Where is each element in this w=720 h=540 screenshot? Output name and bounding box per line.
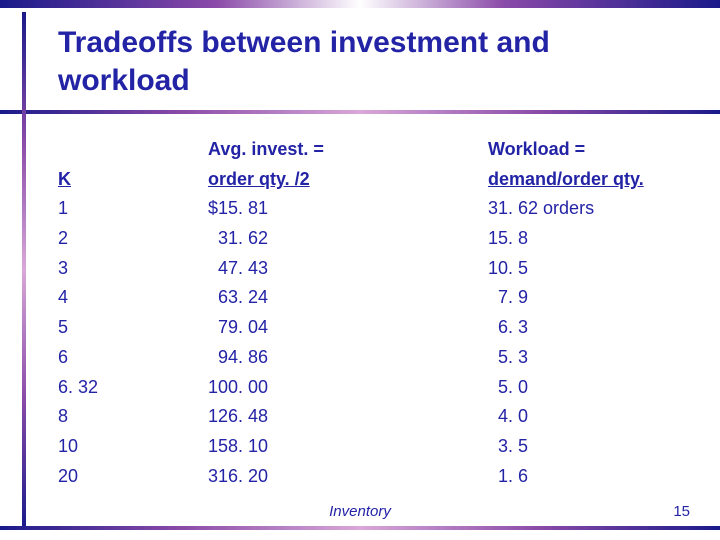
table-header-row-2: K order qty. /2 demand/order qty. (58, 165, 680, 195)
cell-workload: 31. 62 orders (488, 194, 680, 224)
header-invest-line2: order qty. /2 (208, 165, 488, 195)
cell-workload: 3. 5 (488, 432, 680, 462)
cell-k: 1 (58, 194, 208, 224)
table-header-row-1: Avg. invest. = Workload = (58, 135, 680, 165)
table-row: 5 79. 04 6. 3 (58, 313, 680, 343)
cell-k: 6. 32 (58, 373, 208, 403)
header-k: K (58, 165, 208, 195)
table-row: 6. 32100. 00 5. 0 (58, 373, 680, 403)
cell-workload: 4. 0 (488, 402, 680, 432)
cell-k: 6 (58, 343, 208, 373)
table-body: 1$15. 8131. 62 orders2 31. 6215. 83 47. … (58, 194, 680, 491)
cell-workload: 7. 9 (488, 283, 680, 313)
cell-k: 8 (58, 402, 208, 432)
cell-k: 2 (58, 224, 208, 254)
cell-invest: 47. 43 (208, 254, 488, 284)
table-row: 1$15. 8131. 62 orders (58, 194, 680, 224)
cell-invest: 94. 86 (208, 343, 488, 373)
table-row: 2 31. 6215. 8 (58, 224, 680, 254)
table-content: Avg. invest. = Workload = K order qty. /… (58, 135, 680, 491)
header-work-line2: demand/order qty. (488, 165, 680, 195)
table-row: 4 63. 24 7. 9 (58, 283, 680, 313)
cell-invest: 158. 10 (208, 432, 488, 462)
cell-k: 3 (58, 254, 208, 284)
cell-k: 5 (58, 313, 208, 343)
cell-workload: 6. 3 (488, 313, 680, 343)
cell-invest: 63. 24 (208, 283, 488, 313)
cell-workload: 1. 6 (488, 462, 680, 492)
cell-invest: 31. 62 (208, 224, 488, 254)
cell-workload: 10. 5 (488, 254, 680, 284)
table-row: 8126. 48 4. 0 (58, 402, 680, 432)
cell-workload: 5. 3 (488, 343, 680, 373)
bottom-gradient-bar (0, 526, 720, 530)
page-number: 15 (673, 503, 690, 520)
cell-invest: $15. 81 (208, 194, 488, 224)
title-underline-bar (0, 110, 720, 114)
table-row: 6 94. 86 5. 3 (58, 343, 680, 373)
header-invest-line1: Avg. invest. = (208, 135, 488, 165)
cell-k: 10 (58, 432, 208, 462)
cell-workload: 15. 8 (488, 224, 680, 254)
left-gradient-bar (22, 12, 26, 528)
cell-invest: 316. 20 (208, 462, 488, 492)
table-row: 20316. 20 1. 6 (58, 462, 680, 492)
cell-k: 20 (58, 462, 208, 492)
slide-title: Tradeoffs between investment and workloa… (58, 24, 680, 99)
cell-invest: 126. 48 (208, 402, 488, 432)
table-row: 10158. 10 3. 5 (58, 432, 680, 462)
header-work-line1: Workload = (488, 135, 680, 165)
top-gradient-bar (0, 0, 720, 8)
cell-invest: 79. 04 (208, 313, 488, 343)
footer-label: Inventory (0, 503, 720, 520)
table-row: 3 47. 4310. 5 (58, 254, 680, 284)
cell-invest: 100. 00 (208, 373, 488, 403)
cell-workload: 5. 0 (488, 373, 680, 403)
cell-k: 4 (58, 283, 208, 313)
header-k-blank (58, 135, 208, 165)
